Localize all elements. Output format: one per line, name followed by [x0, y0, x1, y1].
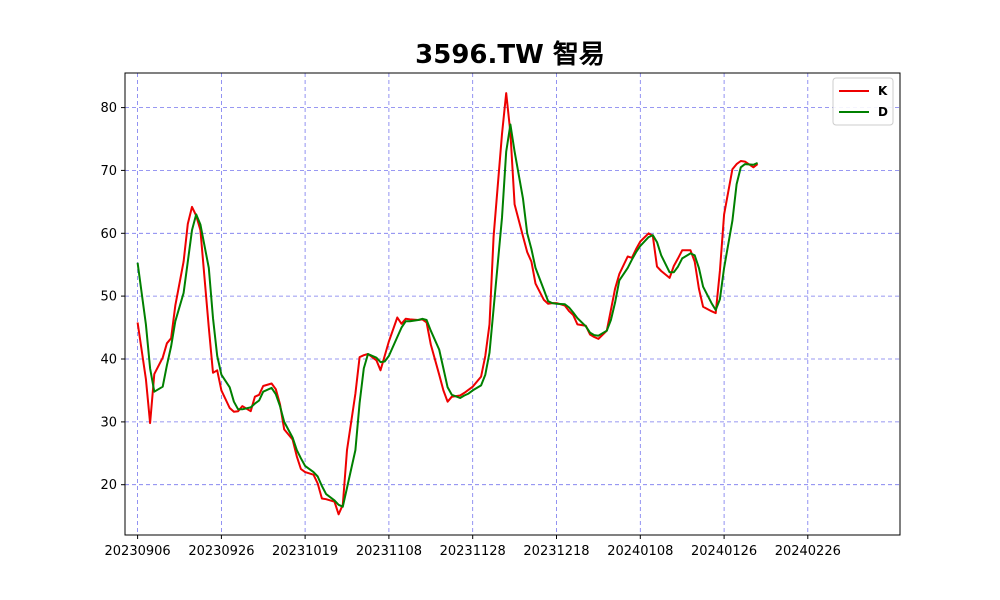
y-tick-label: 30 — [100, 415, 117, 430]
series-lines — [136, 92, 759, 516]
series-line-d — [136, 123, 759, 508]
series-line-k — [136, 92, 759, 516]
x-tick-label: 20230906 — [105, 544, 171, 559]
x-tick-label: 20231128 — [440, 544, 506, 559]
x-tick-label: 20231108 — [356, 544, 422, 559]
x-tick-label: 20240226 — [775, 544, 841, 559]
legend-box — [832, 77, 894, 126]
y-tick-label: 70 — [100, 164, 117, 179]
x-tick-label: 20230926 — [188, 544, 254, 559]
legend-k-label: K — [878, 84, 888, 98]
y-tick-label: 50 — [100, 290, 117, 305]
x-axis-ticks: 20230906 20230926 20231019 20231108 20231128… — [105, 535, 841, 559]
legend-d-label: D — [878, 105, 888, 119]
y-tick-label: 60 — [100, 227, 117, 242]
x-tick-label: 20240108 — [607, 544, 673, 559]
plot-area-frame — [124, 72, 901, 536]
legend: K D — [832, 77, 894, 126]
y-tick-label: 80 — [100, 101, 117, 116]
grid-lines — [125, 73, 900, 535]
y-tick-label: 20 — [100, 478, 117, 493]
y-tick-label: 40 — [100, 353, 117, 368]
x-tick-label: 20231218 — [523, 544, 589, 559]
x-tick-label: 20231019 — [272, 544, 338, 559]
x-tick-label: 20240126 — [691, 544, 757, 559]
y-axis-ticks: 20 30 40 50 60 70 80 — [100, 101, 125, 493]
chart-title: 3596.TW 智易 — [415, 40, 605, 70]
